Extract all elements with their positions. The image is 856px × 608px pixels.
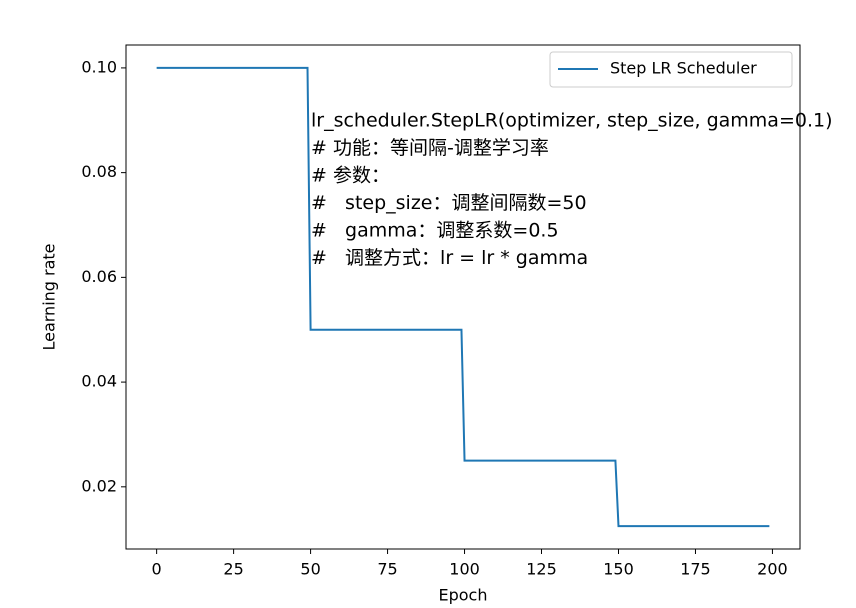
x-tick-label: 175	[680, 560, 711, 579]
annotation: # step_size：调整间隔数=50	[311, 192, 587, 214]
x-tick-label: 200	[757, 560, 788, 579]
x-tick-label: 0	[152, 560, 162, 579]
plot-frame	[125, 44, 801, 550]
x-tick-label: 25	[223, 560, 243, 579]
x-tick-label: 125	[526, 560, 557, 579]
x-tick-label: 75	[377, 560, 397, 579]
annotation: # 参数：	[311, 165, 390, 187]
x-axis-label: Epoch	[439, 586, 488, 605]
annotation: # 功能：等间隔-调整学习率	[311, 137, 549, 159]
y-tick-label: 0.06	[81, 267, 117, 286]
legend-label: Step LR Scheduler	[610, 59, 757, 78]
x-tick-label: 100	[449, 560, 480, 579]
annotation: lr_scheduler.StepLR(optimizer, step_size…	[311, 110, 833, 132]
annotation: # 调整方式：lr = lr * gamma	[311, 247, 588, 269]
y-axis-label: Learning rate	[40, 243, 59, 350]
line	[156, 66, 770, 528]
annotation: # gamma：调整系数=0.5	[311, 220, 559, 242]
y-tick-label: 0.10	[81, 57, 117, 76]
y-tick-label: 0.02	[81, 476, 117, 495]
legend-box	[549, 51, 793, 88]
x-tick-label: 50	[300, 560, 320, 579]
y-tick-label: 0.08	[81, 162, 117, 181]
x-tick-label: 150	[603, 560, 634, 579]
y-tick-label: 0.04	[81, 372, 117, 391]
